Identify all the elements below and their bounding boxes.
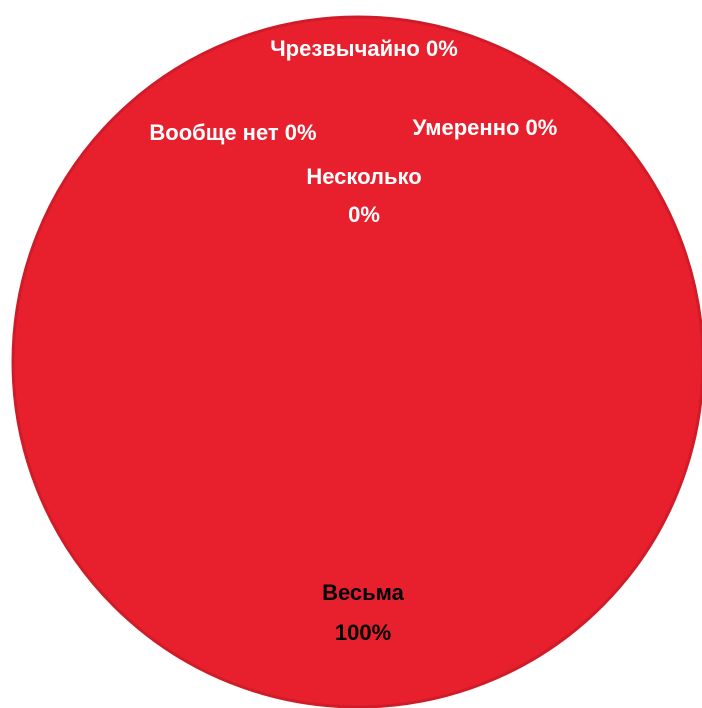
data-label-vesma-value: 100%: [335, 620, 391, 645]
data-label-umerenno: Умеренно 0%: [413, 115, 558, 140]
data-label-chrezvychaino: Чрезвычайно 0%: [270, 36, 458, 61]
data-label-voobshche-net: Вообще нет 0%: [149, 120, 316, 145]
data-label-neskolko-name: Несколько: [306, 164, 421, 189]
data-label-vesma-name: Весьма: [322, 580, 405, 605]
pie-slice-4: [11, 15, 702, 708]
pie-slices: [11, 15, 702, 708]
data-label-neskolko-value: 0%: [348, 202, 380, 227]
